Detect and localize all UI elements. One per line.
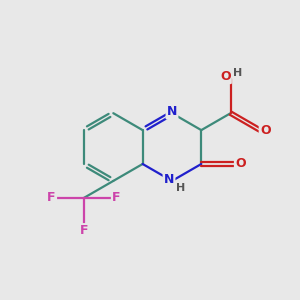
Text: O: O <box>260 124 271 136</box>
Text: H: H <box>176 183 185 193</box>
Text: N: N <box>164 173 174 186</box>
Text: O: O <box>220 70 231 83</box>
Text: H: H <box>233 68 243 78</box>
Text: O: O <box>235 158 246 170</box>
Text: F: F <box>80 224 88 237</box>
Text: F: F <box>112 191 121 204</box>
Text: N: N <box>167 105 177 118</box>
Text: F: F <box>47 191 56 204</box>
